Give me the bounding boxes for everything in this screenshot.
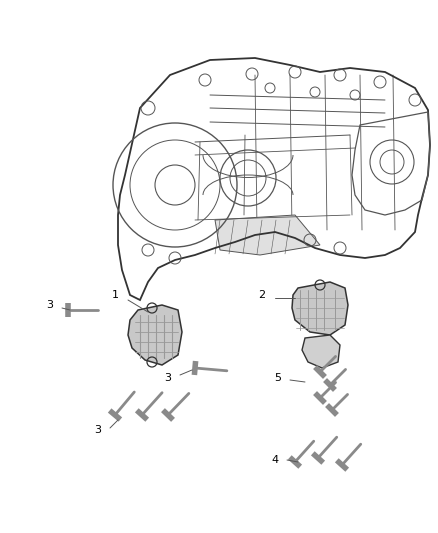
Text: 5: 5 xyxy=(275,373,282,383)
Polygon shape xyxy=(292,282,348,335)
Text: 4: 4 xyxy=(272,455,279,465)
Text: 3: 3 xyxy=(95,425,102,435)
Polygon shape xyxy=(128,305,182,365)
Text: 3: 3 xyxy=(46,300,53,310)
Text: 1: 1 xyxy=(112,290,119,300)
Text: 3: 3 xyxy=(165,373,172,383)
Polygon shape xyxy=(302,335,340,368)
Polygon shape xyxy=(215,215,320,255)
Text: 2: 2 xyxy=(258,290,265,300)
